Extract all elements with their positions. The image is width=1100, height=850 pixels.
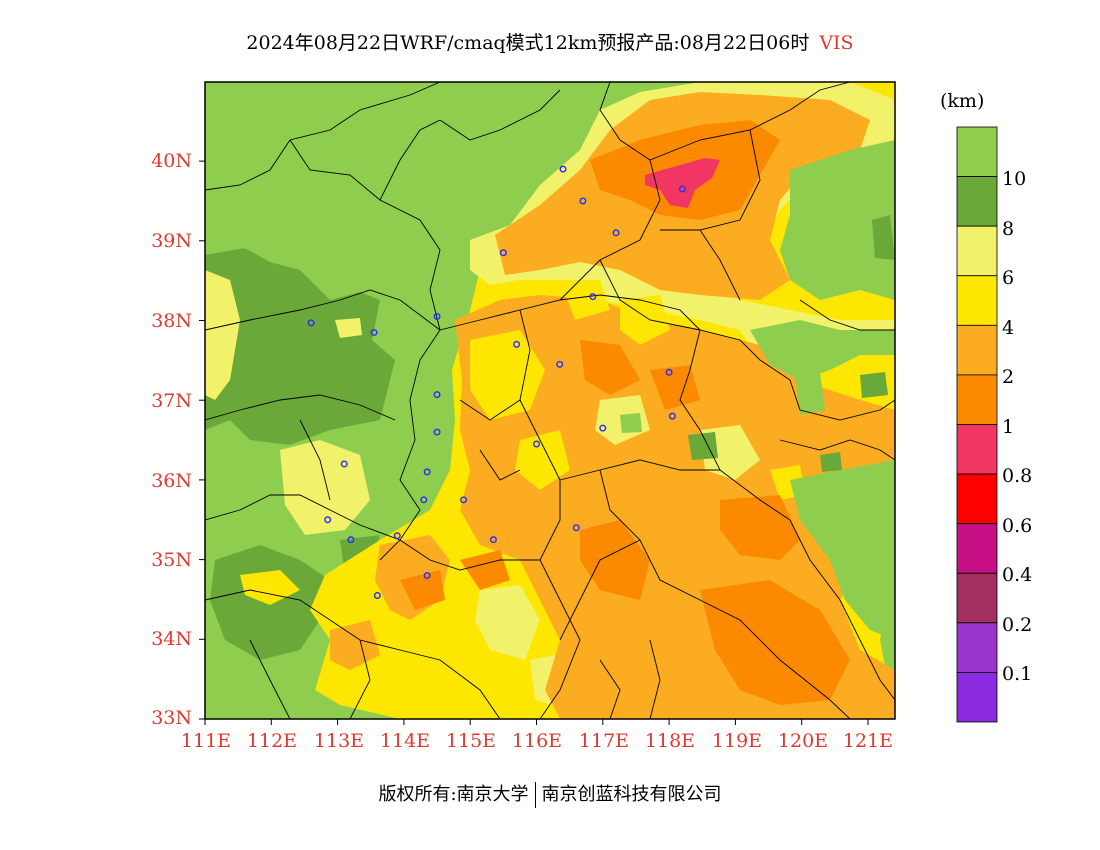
station-markers bbox=[307, 165, 686, 599]
colorbar-swatch bbox=[956, 126, 998, 177]
colorbar-label: 0.2 bbox=[1002, 614, 1033, 636]
station-marker bbox=[533, 440, 541, 448]
lat-label-35: 35N bbox=[151, 549, 192, 571]
colorbar-label: 6 bbox=[1002, 267, 1015, 289]
lon-label-111: 111E bbox=[180, 730, 232, 752]
station-marker bbox=[373, 591, 381, 599]
colorbar-swatch bbox=[956, 572, 998, 624]
lat-label-39: 39N bbox=[151, 230, 192, 252]
station-marker bbox=[489, 536, 497, 544]
station-marker bbox=[678, 185, 686, 193]
lon-label-113: 113E bbox=[313, 730, 365, 752]
station-marker bbox=[423, 572, 431, 580]
boundary-lines bbox=[205, 82, 895, 719]
colorbar-swatch bbox=[956, 672, 998, 723]
colorbar-swatch bbox=[956, 176, 998, 227]
colorbar-swatch bbox=[956, 424, 998, 475]
lat-label-37: 37N bbox=[151, 390, 192, 412]
colorbar-label: 0.1 bbox=[1002, 663, 1033, 685]
colorbar-swatch bbox=[956, 473, 998, 525]
station-marker bbox=[433, 391, 441, 399]
colorbar-label: 2 bbox=[1002, 366, 1015, 388]
lon-label-119: 119E bbox=[711, 730, 763, 752]
map-title: 2024年08月22日WRF/cmaq模式12km预报产品:08月22日06时 V… bbox=[0, 28, 1100, 55]
lon-label-114: 114E bbox=[379, 730, 431, 752]
station-marker bbox=[324, 516, 332, 524]
station-marker bbox=[665, 368, 673, 376]
station-marker bbox=[589, 293, 597, 301]
lon-label-120: 120E bbox=[777, 730, 829, 752]
footer-copyright: 版权所有:南京大学 bbox=[378, 784, 529, 805]
colorbar-label: 8 bbox=[1002, 218, 1015, 240]
map-field bbox=[205, 82, 895, 719]
station-marker bbox=[612, 229, 620, 237]
station-marker bbox=[556, 360, 564, 368]
lat-label-34: 34N bbox=[151, 628, 192, 650]
lat-label-33: 33N bbox=[151, 707, 192, 729]
station-marker bbox=[579, 197, 587, 205]
station-marker bbox=[347, 536, 355, 544]
colorbar-label: 1 bbox=[1002, 416, 1015, 438]
station-marker bbox=[307, 319, 315, 327]
station-marker bbox=[668, 412, 676, 420]
copyright-footer: 版权所有:南京大学 南京创蓝科技有限公司 bbox=[0, 780, 1100, 808]
lat-label-36: 36N bbox=[151, 470, 192, 492]
station-marker bbox=[460, 496, 468, 504]
colorbar-label: 0.8 bbox=[1002, 465, 1033, 487]
colorbar-swatch bbox=[956, 324, 998, 376]
station-marker bbox=[599, 424, 607, 432]
colorbar-swatch bbox=[956, 622, 998, 673]
lat-label-38: 38N bbox=[151, 310, 192, 332]
colorbar-swatch bbox=[956, 275, 998, 326]
lat-label-40: 40N bbox=[151, 150, 192, 172]
colorbar-unit: (km) bbox=[940, 90, 985, 112]
station-marker bbox=[572, 524, 580, 532]
colorbar-swatch bbox=[956, 374, 998, 425]
colorbar-swatch bbox=[956, 523, 998, 574]
colorbar-label: 0.4 bbox=[1002, 564, 1033, 586]
station-marker bbox=[393, 532, 401, 540]
station-marker bbox=[433, 313, 441, 321]
lon-label-112: 112E bbox=[246, 730, 298, 752]
title-text: 2024年08月22日WRF/cmaq模式12km预报产品:08月22日06时 bbox=[246, 32, 810, 54]
station-marker bbox=[423, 468, 431, 476]
colorbar-label: 10 bbox=[1002, 168, 1027, 190]
station-marker bbox=[420, 496, 428, 504]
colorbar bbox=[956, 126, 998, 723]
lon-label-117: 117E bbox=[578, 730, 630, 752]
colorbar-label: 4 bbox=[1002, 317, 1015, 339]
lon-label-118: 118E bbox=[644, 730, 696, 752]
station-marker bbox=[499, 249, 507, 257]
lon-label-115: 115E bbox=[445, 730, 497, 752]
colorbar-label: 0.6 bbox=[1002, 515, 1033, 537]
lon-label-121: 121E bbox=[842, 730, 894, 752]
colorbar-swatch bbox=[956, 225, 998, 277]
station-marker bbox=[433, 428, 441, 436]
footer-company: 南京创蓝科技有限公司 bbox=[541, 784, 722, 805]
station-marker bbox=[340, 460, 348, 468]
footer-separator bbox=[534, 782, 536, 808]
lon-label-116: 116E bbox=[511, 730, 563, 752]
variable-label: VIS bbox=[819, 32, 854, 54]
station-marker bbox=[559, 165, 567, 173]
axis-ticks bbox=[199, 160, 869, 725]
station-marker bbox=[370, 328, 378, 336]
station-marker bbox=[513, 340, 521, 348]
